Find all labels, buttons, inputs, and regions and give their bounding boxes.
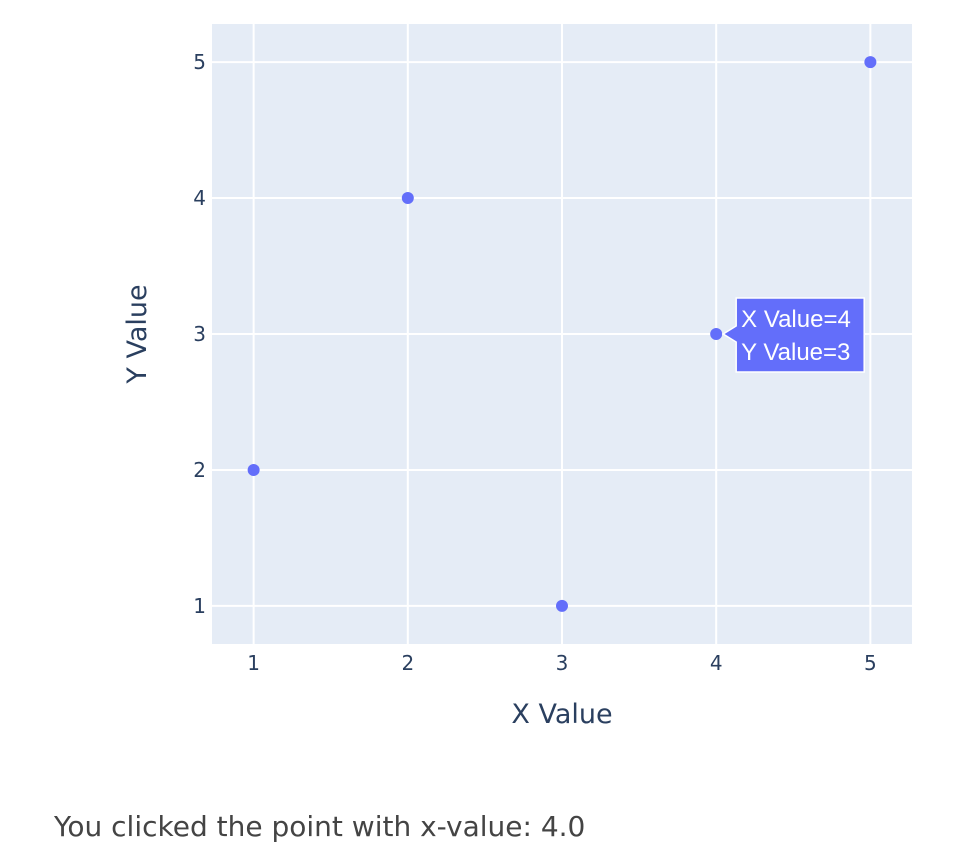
x-tick-label: 1 [247, 651, 260, 675]
scatter-chart: 1 2 3 4 5 1 2 3 4 5 X Value Y Value X Value=4 Y … [122, 24, 912, 730]
y-tick-label: 3 [193, 322, 206, 346]
y-axis-title: Y Value [122, 284, 153, 384]
data-point-3[interactable] [556, 599, 568, 612]
hover-tooltip-box [721, 297, 865, 373]
y-tick-label: 4 [193, 186, 206, 210]
data-points [247, 56, 877, 612]
data-point-2[interactable] [401, 192, 414, 205]
hover-tooltip: X Value=4 Y Value=3 [721, 297, 865, 373]
y-tick-label: 1 [193, 594, 206, 618]
click-status-text: You clicked the point with x-value: 4.0 [54, 810, 586, 843]
x-tick-label: 4 [710, 651, 723, 675]
hover-tooltip-x-line: X Value=4 [741, 306, 851, 333]
data-point-5[interactable] [864, 56, 877, 69]
y-tick-label: 5 [193, 50, 206, 74]
x-tick-label: 3 [556, 651, 569, 675]
x-axis-title: X Value [511, 699, 612, 730]
x-axis-ticks: 1 2 3 4 5 [247, 651, 876, 675]
data-point-4[interactable] [710, 328, 723, 340]
hover-tooltip-y-line: Y Value=3 [741, 339, 850, 366]
y-tick-label: 2 [193, 458, 206, 482]
x-tick-label: 5 [864, 651, 877, 675]
data-point-1[interactable] [247, 463, 260, 476]
y-axis-ticks: 1 2 3 4 5 [193, 50, 206, 618]
x-tick-label: 2 [401, 651, 414, 675]
